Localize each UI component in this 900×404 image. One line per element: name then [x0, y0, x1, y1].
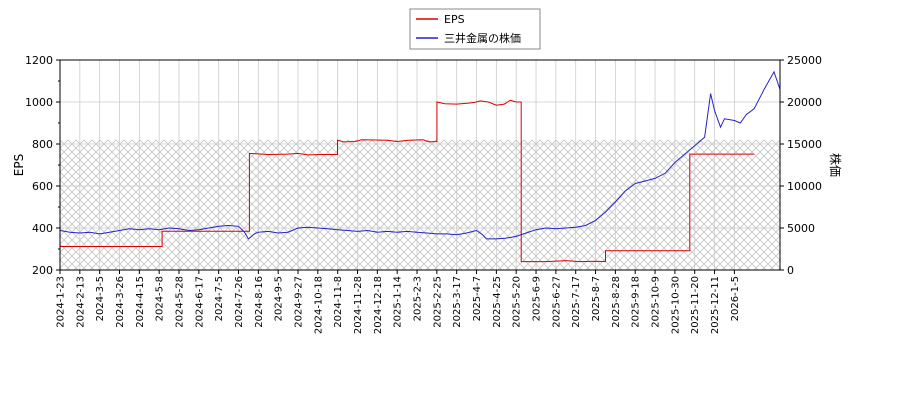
x-tick-label: 2025-5-20 [512, 276, 523, 328]
x-tick-label: 2024-5-8 [155, 276, 166, 321]
x-tick-label: 2024-3-26 [115, 276, 126, 328]
x-tick-label: 2025-4-25 [492, 276, 503, 328]
y-right-tick-label: 25000 [787, 54, 822, 67]
legend-box [409, 8, 541, 50]
hatched-band [60, 139, 780, 270]
x-tick-label: 2026-1-5 [730, 276, 741, 321]
x-tick-label: 2025-7-17 [571, 276, 582, 328]
y-right-axis-title: 株価 [828, 153, 843, 177]
y-left-tick-label: 400 [32, 222, 53, 235]
x-tick-label: 2025-11-20 [690, 276, 701, 334]
x-tick-label: 2024-8-16 [254, 276, 265, 328]
x-tick-label: 2025-1-14 [393, 276, 404, 328]
y-left-tick-label: 1000 [25, 96, 53, 109]
x-tick-label: 2024-12-18 [373, 276, 384, 334]
legend-label-eps: EPS [444, 13, 465, 26]
x-tick-label: 2024-3-5 [95, 276, 106, 321]
x-tick-label: 2024-11-8 [333, 276, 344, 328]
x-tick-label: 2025-8-28 [611, 276, 622, 328]
x-tick-label: 2024-10-18 [313, 276, 324, 334]
x-tick-label: 2025-3-17 [452, 276, 463, 328]
y-right-tick-label: 5000 [787, 222, 815, 235]
y-right-tick-label: 20000 [787, 96, 822, 109]
x-tick-label: 2025-9-18 [631, 276, 642, 328]
legend-label-price: 三井金属の株価 [444, 31, 521, 45]
stock-price-line [60, 70, 780, 240]
x-tick-label: 2025-12-11 [710, 276, 721, 334]
x-tick-label: 2024-6-17 [194, 276, 205, 328]
y-right-tick-label: 10000 [787, 180, 822, 193]
x-tick-label: 2025-6-9 [532, 276, 543, 321]
y-right-tick-label: 0 [787, 264, 794, 277]
x-tick-label: 2024-11-28 [353, 276, 364, 334]
y-left-tick-label: 200 [32, 264, 53, 277]
y-left-tick-label: 800 [32, 138, 53, 151]
x-tick-label: 2025-8-7 [591, 276, 602, 321]
x-tick-label: 2024-7-26 [234, 276, 245, 328]
x-tick-label: 2024-2-13 [75, 276, 86, 328]
x-tick-label: 2024-9-27 [294, 276, 305, 328]
x-tick-label: 2024-5-28 [175, 276, 186, 328]
x-tick-label: 2024-4-15 [135, 276, 146, 328]
x-tick-label: 2025-10-30 [670, 276, 681, 334]
y-left-axis-title: EPS [12, 154, 26, 176]
x-tick-label: 2025-10-9 [651, 276, 662, 328]
x-tick-label: 2024-1-23 [56, 276, 67, 328]
x-tick-label: 2025-2-25 [432, 276, 443, 328]
x-tick-label: 2024-9-5 [274, 276, 285, 321]
y-left-tick-label: 600 [32, 180, 53, 193]
x-tick-label: 2025-4-7 [472, 276, 483, 321]
eps-line [60, 99, 755, 263]
x-tick-label: 2025-6-27 [551, 276, 562, 328]
x-tick-label: 2025-2-3 [413, 276, 424, 321]
legend: EPS 三井金属の株価 [409, 8, 541, 50]
x-tick-label: 2024-7-5 [214, 276, 225, 321]
y-right-tick-label: 15000 [787, 138, 822, 151]
y-left-tick-label: 1200 [25, 54, 53, 67]
